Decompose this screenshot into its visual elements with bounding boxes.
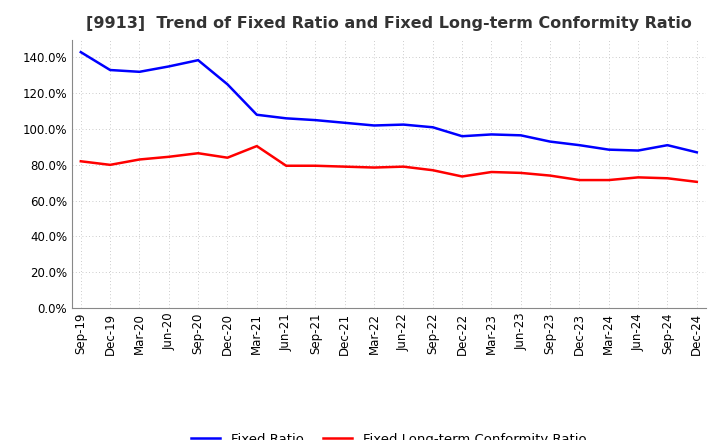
- Fixed Long-term Conformity Ratio: [223, 155, 232, 160]
- Fixed Ratio: [194, 58, 202, 63]
- Line: Fixed Long-term Conformity Ratio: Fixed Long-term Conformity Ratio: [81, 146, 697, 182]
- Fixed Ratio: [106, 67, 114, 73]
- Legend: Fixed Ratio, Fixed Long-term Conformity Ratio: Fixed Ratio, Fixed Long-term Conformity …: [186, 427, 592, 440]
- Fixed Long-term Conformity Ratio: [458, 174, 467, 179]
- Fixed Long-term Conformity Ratio: [282, 163, 290, 169]
- Fixed Long-term Conformity Ratio: [76, 159, 85, 164]
- Fixed Ratio: [575, 143, 584, 148]
- Fixed Ratio: [253, 112, 261, 117]
- Fixed Long-term Conformity Ratio: [634, 175, 642, 180]
- Fixed Long-term Conformity Ratio: [487, 169, 496, 175]
- Fixed Long-term Conformity Ratio: [605, 177, 613, 183]
- Fixed Long-term Conformity Ratio: [546, 173, 554, 178]
- Fixed Ratio: [428, 125, 437, 130]
- Line: Fixed Ratio: Fixed Ratio: [81, 52, 697, 152]
- Fixed Ratio: [693, 150, 701, 155]
- Fixed Ratio: [135, 69, 144, 74]
- Fixed Long-term Conformity Ratio: [253, 143, 261, 149]
- Fixed Ratio: [399, 122, 408, 127]
- Fixed Long-term Conformity Ratio: [370, 165, 379, 170]
- Fixed Long-term Conformity Ratio: [575, 177, 584, 183]
- Fixed Ratio: [546, 139, 554, 144]
- Fixed Long-term Conformity Ratio: [194, 150, 202, 156]
- Fixed Ratio: [164, 64, 173, 69]
- Fixed Long-term Conformity Ratio: [135, 157, 144, 162]
- Fixed Ratio: [487, 132, 496, 137]
- Fixed Ratio: [605, 147, 613, 152]
- Title: [9913]  Trend of Fixed Ratio and Fixed Long-term Conformity Ratio: [9913] Trend of Fixed Ratio and Fixed Lo…: [86, 16, 692, 32]
- Fixed Long-term Conformity Ratio: [693, 179, 701, 184]
- Fixed Ratio: [223, 82, 232, 87]
- Fixed Ratio: [370, 123, 379, 128]
- Fixed Long-term Conformity Ratio: [164, 154, 173, 159]
- Fixed Ratio: [516, 133, 525, 138]
- Fixed Long-term Conformity Ratio: [106, 162, 114, 168]
- Fixed Ratio: [311, 117, 320, 123]
- Fixed Ratio: [458, 134, 467, 139]
- Fixed Long-term Conformity Ratio: [516, 170, 525, 176]
- Fixed Ratio: [663, 143, 672, 148]
- Fixed Long-term Conformity Ratio: [399, 164, 408, 169]
- Fixed Ratio: [634, 148, 642, 153]
- Fixed Ratio: [341, 120, 349, 125]
- Fixed Ratio: [76, 49, 85, 55]
- Fixed Long-term Conformity Ratio: [341, 164, 349, 169]
- Fixed Long-term Conformity Ratio: [428, 168, 437, 173]
- Fixed Ratio: [282, 116, 290, 121]
- Fixed Long-term Conformity Ratio: [311, 163, 320, 169]
- Fixed Long-term Conformity Ratio: [663, 176, 672, 181]
